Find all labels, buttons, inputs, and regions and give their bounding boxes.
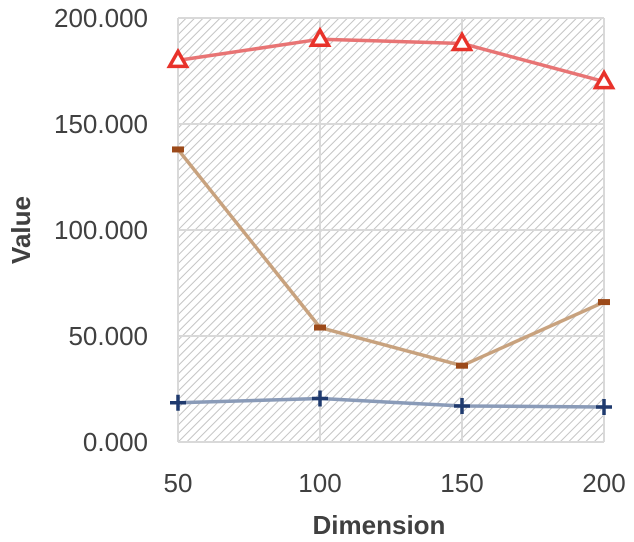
data-point-plus — [596, 399, 612, 416]
data-point-triangle — [450, 30, 474, 52]
data-point-dash — [598, 299, 610, 306]
data-point-dash — [172, 146, 184, 153]
x-tick-label: 150 — [440, 468, 483, 498]
x-tick-label: 200 — [582, 468, 625, 498]
series-layer — [166, 26, 616, 416]
data-point-dash — [456, 362, 468, 369]
y-axis-ticks: 0.000 50.000 100.000 150.000 200.000 — [54, 3, 148, 457]
y-tick-label: 100.000 — [54, 215, 148, 245]
series-line — [176, 148, 605, 368]
data-point-triangle — [592, 69, 616, 90]
series-line — [177, 37, 605, 84]
x-tick-label: 100 — [298, 468, 341, 498]
data-point-plus — [454, 397, 470, 414]
series-line — [177, 396, 605, 409]
series-1 — [166, 26, 616, 90]
data-point-triangle — [308, 26, 332, 47]
y-tick-label: 50.000 — [68, 321, 148, 351]
y-axis-title: Value — [6, 196, 36, 264]
series-2 — [172, 146, 610, 369]
y-tick-label: 150.000 — [54, 109, 148, 139]
series-3 — [170, 390, 612, 416]
data-point-dash — [314, 324, 326, 331]
y-tick-label: 0.000 — [83, 427, 148, 457]
data-point-plus — [312, 390, 328, 407]
x-axis-ticks: 50 100 150 200 — [164, 468, 626, 498]
x-axis-title: Dimension — [313, 510, 446, 540]
data-point-plus — [170, 394, 186, 411]
data-point-triangle — [166, 47, 190, 69]
x-tick-label: 50 — [164, 468, 193, 498]
y-tick-label: 200.000 — [54, 3, 148, 33]
